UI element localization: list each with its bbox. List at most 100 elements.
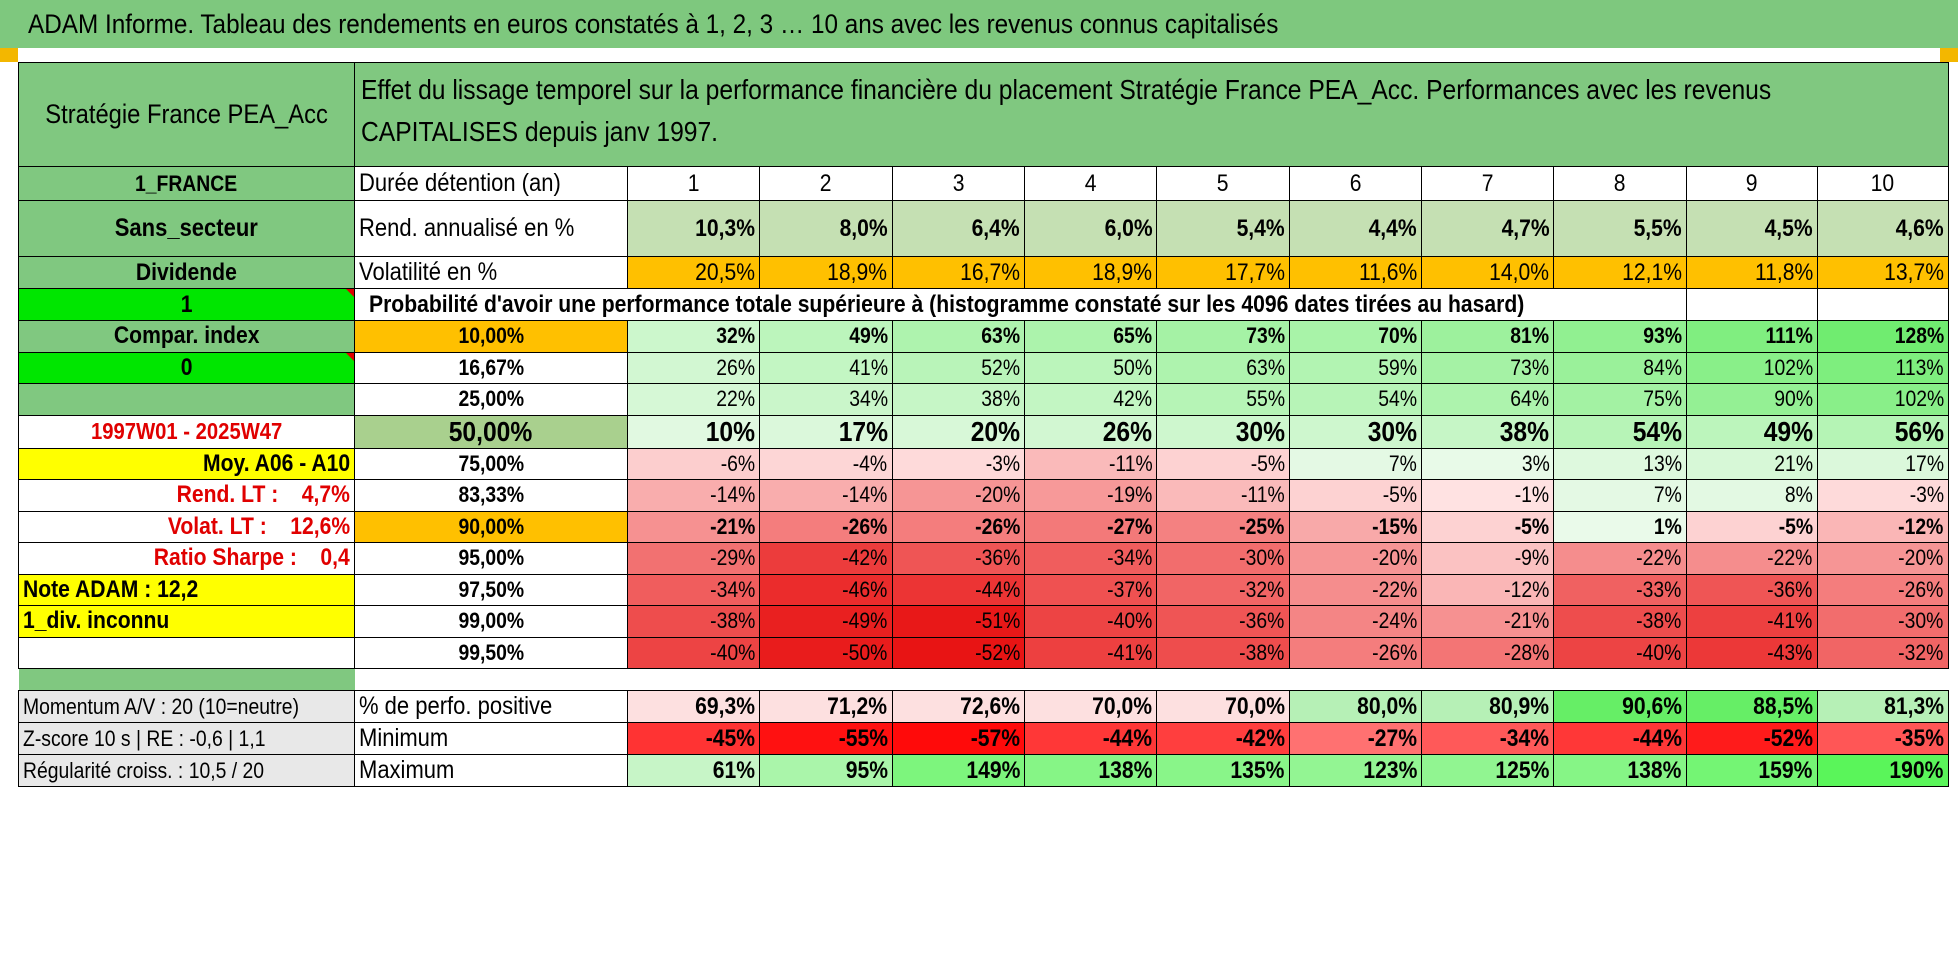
rend-value-1: 10,3%	[626, 200, 761, 257]
maximum-value: 149%	[891, 754, 1025, 787]
year-header-8: 8	[1553, 166, 1687, 201]
year-header-10: 10	[1816, 166, 1949, 201]
probability-value: -14%	[759, 479, 893, 512]
rend-lt-cell: Rend. LT : 4,7%	[18, 479, 355, 512]
probability-value-text: -32%	[1239, 576, 1285, 602]
probability-value: -44%	[891, 573, 1025, 606]
probability-value: 34%	[759, 383, 893, 416]
probability-value: 81%	[1420, 320, 1555, 353]
threshold-cell-text: 99,50%	[458, 639, 524, 665]
probability-value-text: -50%	[842, 639, 888, 665]
threshold-cell: 16,67%	[354, 351, 628, 384]
probability-value: 38%	[891, 383, 1025, 416]
rend-value-5: 5,4%	[1156, 200, 1290, 257]
rend-value-1-text: 10,3%	[695, 214, 756, 242]
maximum-value: 159%	[1685, 754, 1818, 787]
vol-value-1-text: 20,5%	[695, 258, 756, 286]
probability-value: 70%	[1288, 320, 1422, 353]
minimum-value: -45%	[626, 722, 761, 755]
probability-value-text: -30%	[1898, 608, 1944, 634]
probability-value: 42%	[1023, 383, 1158, 416]
vol-label: Volatilité en %	[354, 256, 628, 289]
probability-value: 7%	[1553, 479, 1687, 512]
pct_pos-label-text: % de perfo. positive	[359, 692, 553, 720]
probability-value: 7%	[1288, 447, 1422, 480]
maximum-value: 135%	[1156, 754, 1290, 787]
threshold-cell-text: 97,50%	[458, 576, 524, 602]
years-row: 1_FRANCE Durée détention (an) 1 2 3 4 5 6 7 8 9 10	[18, 166, 1949, 201]
rend-value-8-text: 5,5%	[1633, 214, 1682, 242]
threshold-cell-text: 83,33%	[458, 482, 524, 508]
threshold-cell: 25,00%	[354, 383, 628, 416]
vol-value-7-text: 14,0%	[1489, 258, 1550, 286]
probability-value: 50%	[1023, 351, 1158, 384]
probability-value-text: -14%	[842, 482, 888, 508]
note-cell-text: Note ADAM : 12,2	[23, 575, 199, 603]
minimum-value-text: -44%	[1632, 724, 1682, 752]
probability-value: 90%	[1685, 383, 1818, 416]
probability-value: -26%	[1288, 636, 1422, 669]
div-cell-text: 1_div. inconnu	[23, 607, 170, 635]
vol-value-6-text: 11,6%	[1358, 258, 1417, 286]
rend-value-5-text: 5,4%	[1236, 214, 1285, 242]
probability-value-text: -36%	[1239, 608, 1285, 634]
probability-value-text: 30%	[1367, 415, 1417, 447]
probability-value: -25%	[1156, 510, 1290, 543]
probability-value: 75%	[1553, 383, 1687, 416]
threshold-cell: 99,00%	[354, 605, 628, 638]
maximum-value-text: 123%	[1362, 756, 1417, 784]
maximum-value: 125%	[1420, 754, 1555, 787]
probability-value: -29%	[626, 542, 761, 575]
probability-value: -30%	[1816, 605, 1949, 638]
probability-value-text: -26%	[974, 513, 1020, 539]
probability-value-text: -26%	[1371, 639, 1417, 665]
spacer-blank	[354, 668, 1949, 691]
probability-value: -19%	[1023, 479, 1158, 512]
probability-value: -27%	[1023, 510, 1158, 543]
probability-value: -38%	[1156, 636, 1290, 669]
probability-value: -3%	[891, 447, 1025, 480]
minimum-value: -52%	[1685, 722, 1818, 755]
maximum-value: 95%	[759, 754, 893, 787]
probability-value-text: -41%	[1107, 639, 1153, 665]
probability-value-text: -20%	[974, 482, 1020, 508]
threshold-cell-text: 50,00%	[449, 415, 533, 447]
pct_pos-value: 71,2%	[759, 690, 893, 723]
rend-value-2: 8,0%	[759, 200, 893, 257]
pct_pos-value-text: 71,2%	[827, 692, 888, 720]
maximum-value-text: 125%	[1495, 756, 1550, 784]
probability-value: 52%	[891, 351, 1025, 384]
probability-value: 20%	[891, 414, 1025, 449]
probability-value: 8%	[1685, 479, 1818, 512]
probability-value-text: -34%	[1107, 545, 1153, 571]
probability-value: 1%	[1553, 510, 1687, 543]
volatility-row: Dividende Volatilité en % 20,5% 18,9% 16,7% 1…	[18, 256, 1949, 289]
probability-value: 54%	[1553, 414, 1687, 449]
rend-value-9-text: 4,5%	[1764, 214, 1813, 242]
empty-cell-a	[1685, 288, 1818, 321]
probability-value: -52%	[891, 636, 1025, 669]
minimum-label-text: Minimum	[359, 724, 449, 752]
probability-value: -51%	[891, 605, 1025, 638]
probability-row: 99,50% -40% -50% -52% -41% -38% -26% -28% -40% -4…	[18, 636, 1949, 669]
probability-value-text: -21%	[1504, 608, 1550, 634]
probability-value: -4%	[759, 447, 893, 480]
probability-value-text: -5%	[1382, 482, 1417, 508]
threshold-cell: 97,50%	[354, 573, 628, 606]
vol-value-10-text: 13,7%	[1883, 258, 1944, 286]
probability-value: 32%	[626, 320, 761, 353]
rend-value-7-text: 4,7%	[1501, 214, 1550, 242]
probability-value: -37%	[1023, 573, 1158, 606]
probability-value: -6%	[626, 447, 761, 480]
minimum-value: -34%	[1420, 722, 1555, 755]
probability-value: -36%	[1685, 573, 1818, 606]
probability-value-text: 102%	[1763, 354, 1813, 380]
minimum-value-text: -27%	[1367, 724, 1417, 752]
pct_pos-value: 88,5%	[1685, 690, 1818, 723]
probability-value: -40%	[1023, 605, 1158, 638]
probability-value: 10%	[626, 414, 761, 449]
threshold-cell-text: 99,00%	[458, 608, 524, 634]
probability-value: 64%	[1420, 383, 1555, 416]
threshold-cell: 50,00%	[354, 414, 628, 449]
probability-value: 113%	[1816, 351, 1949, 384]
